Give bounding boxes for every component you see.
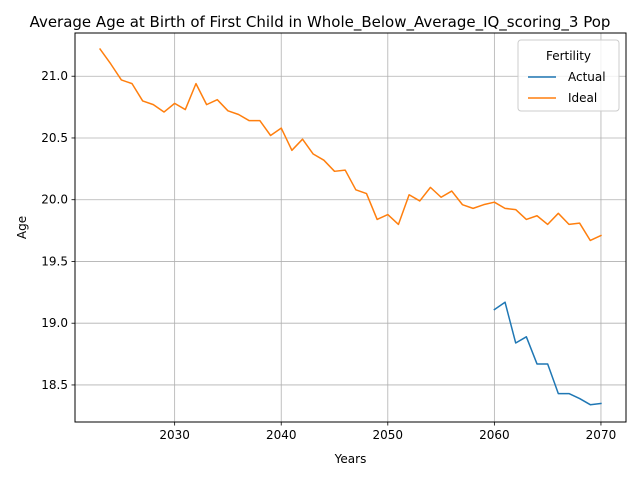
legend-label-actual: Actual <box>568 70 606 84</box>
y-tick-label: 18.5 <box>41 378 68 392</box>
y-axis: 18.5 19.0 19.5 20.0 20.5 21.0 <box>41 69 75 392</box>
legend-label-ideal: Ideal <box>568 91 597 105</box>
x-axis-label: Years <box>334 452 367 466</box>
y-tick-label: 19.5 <box>41 254 68 268</box>
x-tick-label: 2050 <box>373 428 404 442</box>
y-tick-label: 19.0 <box>41 316 68 330</box>
series-line-actual <box>493 301 602 406</box>
y-axis-label: Age <box>15 216 29 239</box>
chart-title: Average Age at Birth of First Child in W… <box>30 13 611 32</box>
x-tick-label: 2070 <box>586 428 617 442</box>
grid <box>75 33 626 422</box>
x-tick-label: 2030 <box>159 428 190 442</box>
series-line-ideal <box>99 48 602 242</box>
legend-title: Fertility <box>546 49 591 63</box>
x-tick-label: 2060 <box>479 428 510 442</box>
series-layer <box>99 48 602 406</box>
y-tick-label: 20.5 <box>41 131 68 145</box>
plot-frame <box>74 32 627 423</box>
x-tick-label: 2040 <box>266 428 297 442</box>
y-tick-label: 20.0 <box>41 193 68 207</box>
legend: Fertility Actual Ideal <box>517 39 620 112</box>
x-axis: 2030 2040 2050 2060 2070 <box>159 422 616 442</box>
y-tick-label: 21.0 <box>41 69 68 83</box>
legend-box <box>517 39 620 112</box>
